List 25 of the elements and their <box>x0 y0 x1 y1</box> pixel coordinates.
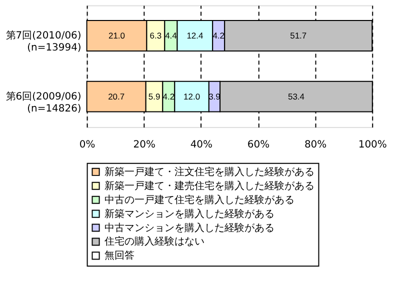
data-label: 6.3 <box>150 30 162 41</box>
x-tick-label: 40% <box>190 139 213 150</box>
y-tick-label: 第6回(2009/06) (n=14826) <box>6 90 82 115</box>
legend-label: 無回答 <box>104 250 135 262</box>
data-label: 20.7 <box>108 92 125 102</box>
data-label: 4.2 <box>212 30 225 41</box>
data-label: 12.0 <box>184 92 200 102</box>
legend-label: 中古マンションを購入した経験がある <box>104 222 275 234</box>
legend-label: 新築一戸建て・建売住宅を購入した経験がある <box>104 180 315 192</box>
legend-label: 新築一戸建て・注文住宅を購入した経験がある <box>104 166 315 178</box>
y-tick-label: 第7回(2010/06) (n=13994) <box>6 30 82 54</box>
data-label: 53.4 <box>288 92 305 102</box>
x-tick-label: 0% <box>79 139 96 150</box>
x-tick-label: 60% <box>247 139 270 150</box>
legend-label: 新築マンションを購入した経験がある <box>104 208 275 220</box>
x-tick-label: 80% <box>304 139 327 150</box>
x-tick-label: 20% <box>133 139 156 150</box>
x-tick-label: 100% <box>358 139 387 150</box>
data-label: 4.4 <box>165 30 178 41</box>
data-label: 12.4 <box>186 30 204 41</box>
legend-label: 住宅の購入経験はない <box>104 236 205 248</box>
data-label: 51.7 <box>290 30 307 41</box>
legend-label: 中古の一戸建て住宅を購入した経験がある <box>104 194 295 206</box>
data-label: 5.9 <box>148 92 160 102</box>
data-label: 21.0 <box>108 30 126 41</box>
